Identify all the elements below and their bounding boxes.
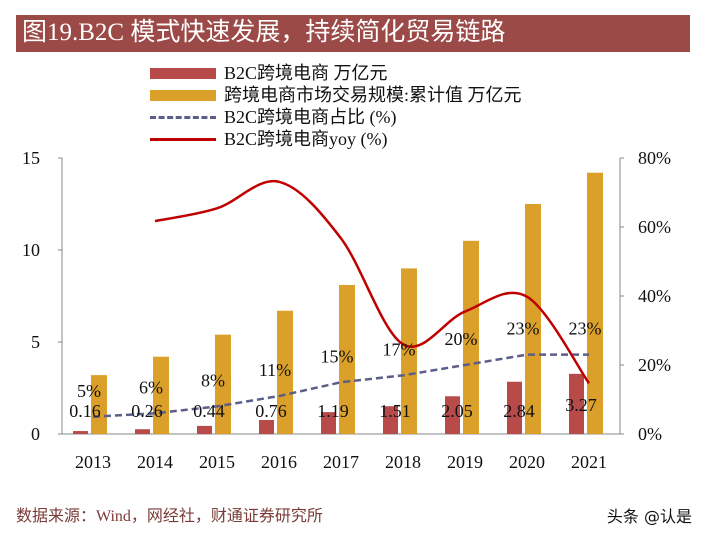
bar-market <box>91 375 107 434</box>
data-label-share: 11% <box>259 360 291 380</box>
bar-b2c <box>383 406 398 434</box>
data-label-b2c: 0.16 <box>69 401 101 421</box>
x-tick-label: 2017 <box>323 452 359 472</box>
x-tick-label: 2013 <box>75 452 111 472</box>
right-tick-label: 60% <box>638 217 671 237</box>
data-label-share: 20% <box>445 329 478 349</box>
legend-item-share: B2C跨境电商占比 (%) <box>150 106 522 128</box>
data-label-share: 15% <box>321 346 354 366</box>
bar-market <box>525 204 541 434</box>
x-tick-label: 2014 <box>137 452 173 472</box>
bar-b2c <box>73 431 88 434</box>
bar-market <box>339 284 355 434</box>
legend-item-market: 跨境电商市场交易规模:累计值 万亿元 <box>150 84 522 106</box>
legend-swatch-market <box>150 89 216 101</box>
data-label-b2c: 0.76 <box>255 401 287 421</box>
right-tick-label: 0% <box>638 424 662 444</box>
left-tick-label: 0 <box>31 424 40 444</box>
data-label-share: 6% <box>139 377 163 397</box>
data-label-share: 23% <box>569 319 602 339</box>
data-label-share: 8% <box>201 370 225 390</box>
data-label-share: 5% <box>77 381 101 401</box>
x-tick-label: 2021 <box>571 452 607 472</box>
legend-swatch-b2c <box>150 67 216 79</box>
right-tick-label: 40% <box>638 286 671 306</box>
data-label-b2c: 0.26 <box>131 401 163 421</box>
right-tick-label: 20% <box>638 355 671 375</box>
data-label-b2c: 2.05 <box>441 401 473 421</box>
legend-item-yoy: B2C跨境电商yoy (%) <box>150 128 522 150</box>
bar-b2c <box>507 381 522 434</box>
legend-label: B2C跨境电商占比 (%) <box>224 107 397 127</box>
left-tick-label: 15 <box>22 148 40 168</box>
chart-title: 图19.B2C 模式快速发展，持续简化贸易链路 <box>22 19 506 46</box>
data-label-b2c: 3.27 <box>565 395 597 415</box>
x-tick-label: 2015 <box>199 452 235 472</box>
legend-item-b2c: B2C跨境电商 万亿元 <box>150 62 522 84</box>
legend-swatch-yoy <box>150 137 216 141</box>
legend: B2C跨境电商 万亿元 跨境电商市场交易规模:累计值 万亿元 B2C跨境电商占比… <box>150 62 522 150</box>
bar-market <box>153 356 169 434</box>
right-tick-label: 80% <box>638 148 671 168</box>
bar-market <box>463 240 479 434</box>
bar-market <box>277 310 293 434</box>
left-tick-label: 10 <box>22 240 40 260</box>
x-tick-label: 2018 <box>385 452 421 472</box>
bar-b2c <box>445 396 460 434</box>
line-share <box>92 353 589 418</box>
bar-market <box>587 172 603 434</box>
data-label-share: 23% <box>507 319 540 339</box>
title-bar: 图19.B2C 模式快速发展，持续简化贸易链路 <box>16 15 690 52</box>
legend-label: B2C跨境电商 万亿元 <box>224 63 388 83</box>
legend-label: 跨境电商市场交易规模:累计值 万亿元 <box>224 85 522 105</box>
data-label-b2c: 1.19 <box>317 401 349 421</box>
bar-b2c <box>135 429 150 434</box>
bar-market <box>401 268 417 434</box>
data-label-b2c: 1.51 <box>379 401 411 421</box>
source-note: 数据来源：Wind，网经社，财通证券研究所 <box>16 508 323 525</box>
bar-b2c <box>321 412 336 434</box>
x-tick-label: 2019 <box>447 452 483 472</box>
data-label-b2c: 0.44 <box>193 401 225 421</box>
bar-b2c <box>569 373 584 434</box>
line-yoy <box>154 179 591 385</box>
x-tick-label: 2020 <box>509 452 545 472</box>
bar-b2c <box>259 420 274 434</box>
watermark: 头条 @认是 <box>606 507 692 526</box>
data-label-b2c: 2.84 <box>503 401 535 421</box>
data-label-share: 17% <box>383 339 416 359</box>
legend-swatch-share <box>150 115 216 119</box>
bar-b2c <box>197 425 212 434</box>
bar-market <box>215 334 231 434</box>
x-tick-label: 2016 <box>261 452 297 472</box>
left-tick-label: 5 <box>31 332 40 352</box>
legend-label: B2C跨境电商yoy (%) <box>224 129 388 149</box>
